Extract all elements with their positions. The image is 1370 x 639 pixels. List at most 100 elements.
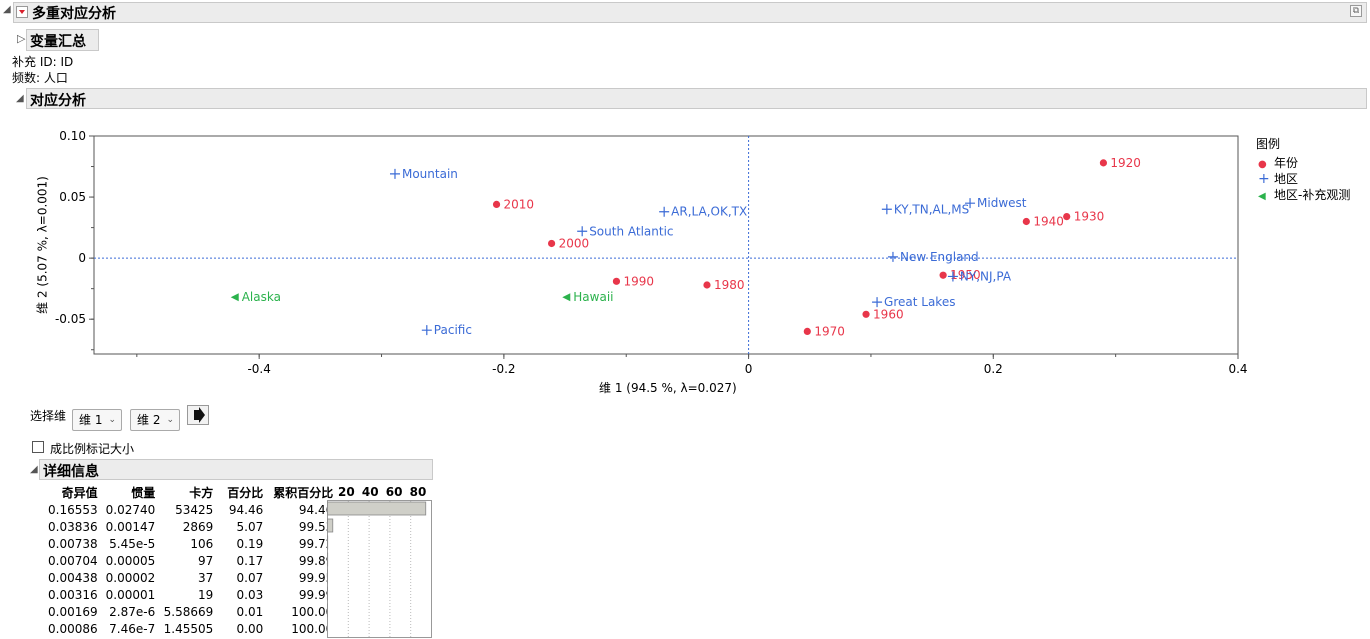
point-label: Pacific: [434, 323, 472, 337]
window-restore-icon[interactable]: ⧉: [1350, 5, 1362, 17]
y-axis-label: 维 2 (5.07 %, λ=0.001): [35, 176, 50, 314]
point-label: Mountain: [402, 167, 458, 181]
collapse-triangle-icon[interactable]: ◢: [3, 4, 11, 15]
table-cell: 99.89: [298, 553, 334, 568]
table-cell: 0.19: [236, 536, 264, 551]
year-point: [612, 277, 621, 285]
point-label: 2010: [504, 197, 535, 211]
variable-summary-title: 变量汇总: [30, 34, 86, 50]
y-tick-label: 0.05: [59, 190, 86, 204]
legend-label: 地区-补充观测: [1274, 188, 1351, 202]
point-label: Alaska: [242, 290, 281, 304]
table-cell: 97: [197, 553, 214, 568]
ca-scatter-plot[interactable]: -0.4 -0.2 0 0.2 0.4 -0.05 0 0.05 0.10 1920 1930 194…: [0, 110, 1370, 400]
year-point: [939, 271, 947, 279]
point-label: Hawaii: [573, 290, 613, 304]
point-label: AR,LA,OK,TX: [671, 205, 747, 219]
legend-label: 年份: [1274, 156, 1299, 170]
legend-item[interactable]: + 地区: [1258, 170, 1298, 187]
plot-frame: [93, 135, 1239, 355]
table-row: 0.00738 5.45e-5 106 0.19 99.72: [44, 535, 337, 552]
year-point: [1099, 159, 1108, 167]
bar-tick-label: 40: [361, 485, 379, 499]
go-arrow-button[interactable]: [187, 405, 209, 425]
mca-header-bar: [13, 2, 1367, 23]
dimension-2-select[interactable]: 维 2 ⌄: [130, 409, 180, 431]
bar-tick-label: 20: [338, 485, 355, 499]
region-point: [881, 204, 892, 215]
table-cell: 0.00005: [105, 553, 156, 568]
year-point: [548, 239, 556, 248]
details-header-bar: [39, 459, 433, 480]
year-point: [703, 281, 711, 289]
expand-triangle-icon[interactable]: ▷: [17, 32, 26, 45]
header-cumulative-percent: 累积百分比: [273, 486, 334, 500]
header-chi-square: 卡方: [189, 486, 214, 500]
percent-bar-chart: [327, 500, 432, 638]
collapse-triangle-icon[interactable]: ◢: [16, 93, 24, 104]
table-cell: 0.00001: [105, 587, 156, 602]
point-label: 2000: [559, 236, 590, 250]
table-cell: 0.00: [236, 621, 264, 636]
table-cell: 2.87e-6: [109, 604, 156, 619]
proportional-marker-label: 成比例标记大小: [50, 442, 135, 456]
region-point: [965, 198, 976, 209]
point-label: 1990: [623, 274, 654, 288]
table-row: 0.00438 0.00002 37 0.07 99.95: [44, 569, 337, 586]
year-point: [862, 310, 870, 318]
y-tick-label: -0.05: [55, 312, 86, 326]
table-cell: 0.01: [236, 604, 264, 619]
table-cell: 0.00086: [48, 621, 98, 636]
table-cell: 94.46: [228, 502, 264, 517]
point-label: 1970: [814, 324, 845, 338]
select-dimension-label: 选择维: [30, 409, 67, 423]
table-row: 0.16553 0.02740 53425 94.46 94.46: [44, 501, 337, 518]
table-row: 0.00316 0.00001 19 0.03 99.99: [44, 586, 337, 603]
chevron-down-icon: ⌄: [108, 415, 116, 425]
dimension-1-select[interactable]: 维 1 ⌄: [72, 409, 122, 431]
bar-frame: [327, 500, 432, 638]
details-table: 奇异值 惯量 卡方 百分比 累积百分比 0.16553 0.02740 53425 9…: [44, 484, 337, 637]
supplementary-point: [230, 293, 239, 302]
point-label: 1920: [1110, 156, 1141, 170]
table-cell: 94.46: [298, 502, 334, 517]
legend-item[interactable]: ◀ 地区-补充观测: [1258, 186, 1350, 203]
region-point: [887, 251, 898, 262]
table-cell: 5.45e-5: [109, 536, 156, 551]
table-cell: 99.72: [298, 536, 334, 551]
variable-summary-bar[interactable]: [26, 29, 99, 51]
region-point: [659, 206, 670, 217]
red-triangle-menu-icon[interactable]: [16, 6, 28, 18]
ca-title: 对应分析: [30, 93, 86, 109]
table-cell: 0.00704: [48, 553, 98, 568]
table-cell: 0.00169: [48, 604, 98, 619]
legend-item[interactable]: ● 年份: [1258, 154, 1298, 171]
table-cell: 100.00: [291, 621, 334, 636]
point-label: 1960: [873, 307, 904, 321]
y-tick-label: 0.10: [59, 129, 86, 143]
table-cell: 100.00: [291, 604, 334, 619]
table-cell: 99.53: [298, 519, 334, 534]
dimension-2-value: 维 2: [137, 413, 161, 427]
table-row: 0.00086 7.46e-7 1.45505 0.00 100.00: [44, 620, 337, 637]
header-singular-value: 奇异值: [61, 486, 98, 500]
x-tick-label: -0.2: [492, 362, 515, 376]
table-cell: 0.02740: [105, 502, 156, 517]
table-cell: 99.95: [298, 570, 334, 585]
point-label: 1950: [950, 268, 981, 282]
supplementary-point: [562, 293, 571, 302]
collapse-triangle-icon[interactable]: ◢: [30, 464, 38, 475]
region-point: [872, 297, 883, 308]
table-cell: 7.46e-7: [109, 621, 156, 636]
table-cell: 0.00438: [48, 570, 98, 585]
year-point: [803, 327, 811, 336]
table-cell: 0.00316: [48, 587, 98, 602]
proportional-marker-checkbox[interactable]: [32, 441, 44, 453]
supplementary-id-text: 补充 ID: ID: [12, 55, 74, 69]
table-cell: 0.00738: [48, 536, 98, 551]
region-point: [421, 325, 432, 336]
x-tick-label: 0: [745, 362, 753, 376]
table-cell: 0.00147: [105, 519, 156, 534]
arrow-right-icon: [194, 407, 205, 423]
percent-bar: [327, 518, 334, 533]
